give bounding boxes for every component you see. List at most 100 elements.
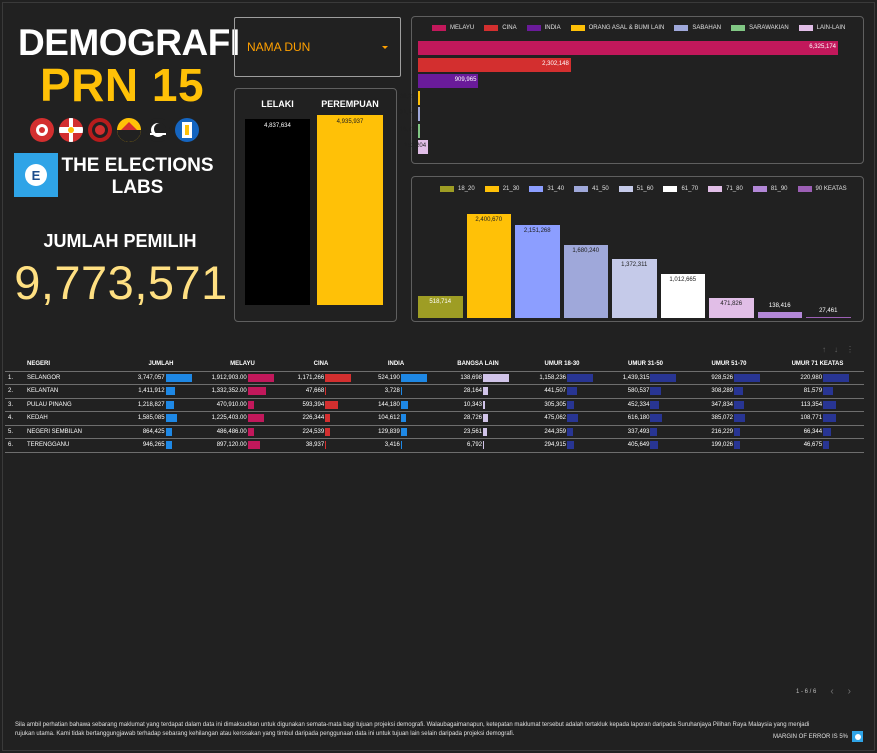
table-row[interactable]: 5. NEGERI SEMBILAN 864,425 486,486.00 224,53…: [5, 425, 864, 439]
row-cell-content: 486,486.00: [199, 427, 286, 436]
row-cell-value: 81,579: [803, 388, 823, 395]
perikatan-logo: [146, 118, 170, 142]
row-cell-value: 946,265: [142, 442, 165, 449]
row-cell-content: 23,561: [436, 427, 520, 436]
age-bar: 1,680,240: [563, 245, 608, 318]
age-legend-item: 18_20: [440, 186, 475, 192]
row-index: 1.: [5, 371, 27, 385]
row-cell: 220,980: [771, 371, 864, 385]
age-legend-label: 90 KEATAS: [815, 186, 847, 192]
row-cell-bar: [483, 414, 489, 423]
col-negeri[interactable]: NEGERI: [27, 357, 123, 372]
row-cell: 113,354: [771, 398, 864, 412]
sort-asc-icon[interactable]: ↑: [822, 345, 826, 354]
col-umur-71-keatas[interactable]: UMUR 71 KEATAS: [771, 357, 864, 372]
table-row[interactable]: 1. SELANGOR 3,747,057 1,912,903.00 1,171,266…: [5, 371, 864, 385]
col-umur-18-30[interactable]: UMUR 18-30: [520, 357, 604, 372]
sort-desc-icon[interactable]: ↓: [834, 345, 838, 354]
col-umur-51-70[interactable]: UMUR 51-70: [687, 357, 771, 372]
col-jumlah[interactable]: JUMLAH: [123, 357, 199, 372]
disclaimer-text: Sila ambil perhatian bahawa sebarang mak…: [15, 722, 810, 737]
row-cell-value: 616,180: [627, 415, 650, 422]
pas-logo: [117, 118, 141, 142]
prev-page-icon[interactable]: ‹: [830, 686, 834, 697]
pakatan-harapan-logo: [30, 118, 54, 142]
gender-bar-female: 4,935,937: [317, 115, 383, 305]
row-cell-bar: [247, 387, 266, 396]
row-cell: 337,493: [604, 425, 687, 439]
row-cell: 28,164: [436, 384, 520, 399]
age-legend-label: 41_50: [592, 186, 609, 192]
race-legend: MELAYU CINA INDIA ORANG ASAL & BUMI LAIN SAB…: [432, 25, 855, 31]
row-cell-bar: [165, 373, 192, 382]
row-cell-value: 475,062: [544, 415, 567, 422]
gender-value-male: 4,837,634: [264, 122, 291, 129]
race-bar: 909,965: [418, 74, 479, 88]
dun-dropdown[interactable]: NAMA DUN: [234, 17, 401, 77]
age-legend-item: 21_30: [484, 186, 519, 192]
state-table: ↑ ↓ ⋮ NEGERI JUMLAH MELAYU CINA INDIA BA…: [5, 345, 864, 453]
race-legend-swatch: [570, 25, 585, 31]
row-cell-content: 66,344: [771, 427, 864, 436]
row-cell-content: 216,229: [687, 427, 771, 436]
race-legend-label: INDIA: [544, 25, 561, 31]
next-page-icon[interactable]: ›: [847, 686, 851, 697]
col-india[interactable]: INDIA: [356, 357, 436, 372]
col-melayu[interactable]: MELAYU: [199, 357, 286, 372]
row-cell-content: 244,359: [520, 427, 604, 436]
row-cell-value: 6,792: [467, 442, 483, 449]
row-negeri: NEGERI SEMBILAN: [27, 425, 123, 439]
age-legend-label: 51_60: [636, 186, 654, 192]
row-cell-content: 108,771: [771, 414, 864, 423]
row-cell-bar: [400, 400, 408, 409]
row-cell-content: 226,344: [286, 414, 356, 423]
race-bar-value: 6,325,174: [809, 44, 836, 50]
row-cell: 946,265: [123, 438, 199, 453]
row-cell-content: 864,425: [123, 427, 199, 436]
row-cell-content: 46,675: [771, 441, 864, 450]
row-cell: 216,229: [687, 425, 771, 439]
row-cell-value: 46,675: [803, 442, 823, 449]
row-cell-value: 28,726: [463, 415, 483, 422]
row-cell: 23,561: [436, 425, 520, 439]
row-cell-bar: [325, 373, 352, 382]
table-row[interactable]: 6. TERENGGANU 946,265 897,120.00 38,937 3,416…: [5, 438, 864, 453]
row-cell: 138,698: [436, 371, 520, 385]
row-cell-bar: [483, 400, 485, 409]
age-bar-value: 2,400,670: [475, 217, 503, 223]
row-cell-bar: [650, 400, 659, 409]
col-cina[interactable]: CINA: [286, 357, 356, 372]
gender-value-female: 4,935,937: [336, 119, 364, 125]
row-cell: 864,425: [123, 425, 199, 439]
row-cell-value: 897,120.00: [216, 442, 247, 449]
age-legend-item: 31_40: [529, 186, 564, 192]
row-cell-bar: [483, 387, 489, 396]
race-bar: 152,204: [404, 140, 429, 154]
gender-chart-panel: LELAKI PEREMPUAN 4,837,634 4,935,937: [234, 88, 397, 322]
age-legend-swatch: [574, 186, 589, 192]
col-umur-31-50[interactable]: UMUR 31-50: [604, 357, 687, 372]
row-cell-bar: [650, 441, 658, 450]
race-bar-value: 36,206: [400, 93, 419, 100]
row-cell-bar: [567, 373, 594, 382]
age-legend: 18_20 21_30 31_40 41_50 51_60 61_70 71_80 81_90…: [440, 186, 857, 192]
row-cell-content: 3,416: [356, 441, 436, 450]
row-negeri: PULAU PINANG: [27, 398, 123, 412]
col-bangsa-lain[interactable]: BANGSA LAIN: [436, 357, 520, 372]
more-options-icon[interactable]: ⋮: [846, 345, 854, 354]
row-cell: 104,612: [356, 411, 436, 426]
row-cell: 3,416: [356, 438, 436, 453]
row-cell-bar: [823, 373, 850, 382]
row-cell-value: 441,507: [544, 388, 567, 395]
race-bar: 2,302,148: [418, 57, 571, 72]
row-cell-value: 524,190: [378, 374, 400, 381]
table-row[interactable]: 3. PULAU PINANG 1,218,827 470,910.00 593,394…: [5, 398, 864, 412]
row-cell: 1,158,236: [520, 371, 604, 385]
race-bar-value: 16,733: [399, 126, 418, 133]
row-cell-value: 144,180: [378, 401, 400, 408]
table-row[interactable]: 4. KEDAH 1,585,085 1,225,403.00 226,344 104,6…: [5, 411, 864, 426]
table-row[interactable]: 2. KELANTAN 1,411,912 1,332,352.00 47,668 3,7…: [5, 384, 864, 399]
row-cell: 441,507: [520, 384, 604, 399]
row-cell-content: 1,585,085: [123, 414, 199, 423]
row-cell-content: 6,792: [436, 441, 520, 450]
